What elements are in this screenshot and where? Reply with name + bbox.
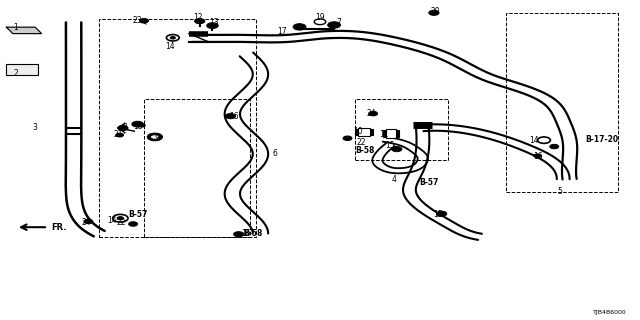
Bar — [99, 19, 256, 237]
Text: FR.: FR. — [51, 223, 67, 232]
Text: 21: 21 — [114, 130, 123, 139]
Text: B-58: B-58 — [355, 146, 374, 155]
Circle shape — [139, 124, 145, 127]
Bar — [506, 13, 618, 192]
Bar — [355, 129, 373, 135]
Circle shape — [293, 24, 306, 30]
Text: 11: 11 — [380, 130, 388, 139]
Text: 18: 18 — [133, 122, 142, 131]
Text: 20: 20 — [430, 7, 440, 16]
Circle shape — [117, 217, 124, 220]
Circle shape — [436, 211, 447, 216]
Text: 6: 6 — [273, 149, 278, 158]
Text: B-17-20: B-17-20 — [585, 135, 618, 144]
Circle shape — [150, 135, 159, 139]
Text: 5: 5 — [557, 188, 563, 196]
Text: 24: 24 — [366, 109, 376, 118]
Text: 14: 14 — [107, 216, 117, 225]
Text: 12: 12 — [194, 13, 203, 22]
Text: 10: 10 — [353, 127, 364, 136]
Circle shape — [328, 22, 340, 28]
Text: 4: 4 — [391, 175, 396, 184]
Circle shape — [534, 154, 541, 158]
Circle shape — [343, 136, 352, 140]
Polygon shape — [6, 27, 42, 34]
Text: 15: 15 — [433, 210, 444, 219]
Text: 16: 16 — [241, 229, 252, 238]
Text: 13: 13 — [209, 18, 220, 27]
Circle shape — [538, 137, 550, 143]
Text: TJB4B6000: TJB4B6000 — [593, 310, 627, 315]
Circle shape — [429, 10, 439, 15]
Circle shape — [116, 133, 124, 137]
Text: 9: 9 — [154, 133, 159, 142]
Text: 22: 22 — [117, 218, 126, 227]
Circle shape — [369, 111, 378, 116]
Text: B-57: B-57 — [419, 178, 438, 187]
Text: 23: 23 — [132, 16, 143, 25]
Circle shape — [314, 19, 326, 25]
Text: 8: 8 — [122, 124, 127, 132]
Text: 1: 1 — [13, 23, 19, 32]
Text: 15: 15 — [385, 141, 396, 150]
Bar — [355, 99, 448, 160]
Text: 16: 16 — [532, 152, 543, 161]
Text: 7: 7 — [337, 18, 342, 27]
Circle shape — [129, 222, 138, 226]
Text: B-57: B-57 — [128, 210, 147, 219]
Text: 22: 22 — [357, 138, 366, 147]
Bar — [144, 99, 250, 237]
Text: B-58: B-58 — [243, 229, 262, 238]
Text: 19: 19 — [315, 13, 325, 22]
Circle shape — [207, 23, 218, 28]
Text: 16: 16 — [228, 112, 239, 121]
Circle shape — [84, 219, 93, 224]
Bar — [6, 64, 38, 75]
Circle shape — [234, 232, 244, 237]
Circle shape — [140, 19, 148, 23]
Circle shape — [225, 114, 236, 119]
Text: 24: 24 — [81, 218, 92, 227]
Circle shape — [166, 35, 179, 41]
Circle shape — [550, 144, 559, 149]
Text: 17: 17 — [276, 28, 287, 36]
Text: 14: 14 — [164, 42, 175, 51]
Circle shape — [170, 36, 175, 39]
Circle shape — [113, 214, 128, 222]
Circle shape — [392, 147, 402, 152]
Bar — [386, 129, 396, 138]
Text: 2: 2 — [13, 69, 19, 78]
Bar — [383, 130, 399, 137]
Circle shape — [132, 121, 143, 127]
Circle shape — [195, 19, 205, 24]
Circle shape — [118, 125, 128, 131]
Text: 14: 14 — [529, 136, 540, 145]
Circle shape — [147, 133, 163, 141]
Text: 3: 3 — [33, 124, 38, 132]
Bar — [358, 128, 370, 136]
